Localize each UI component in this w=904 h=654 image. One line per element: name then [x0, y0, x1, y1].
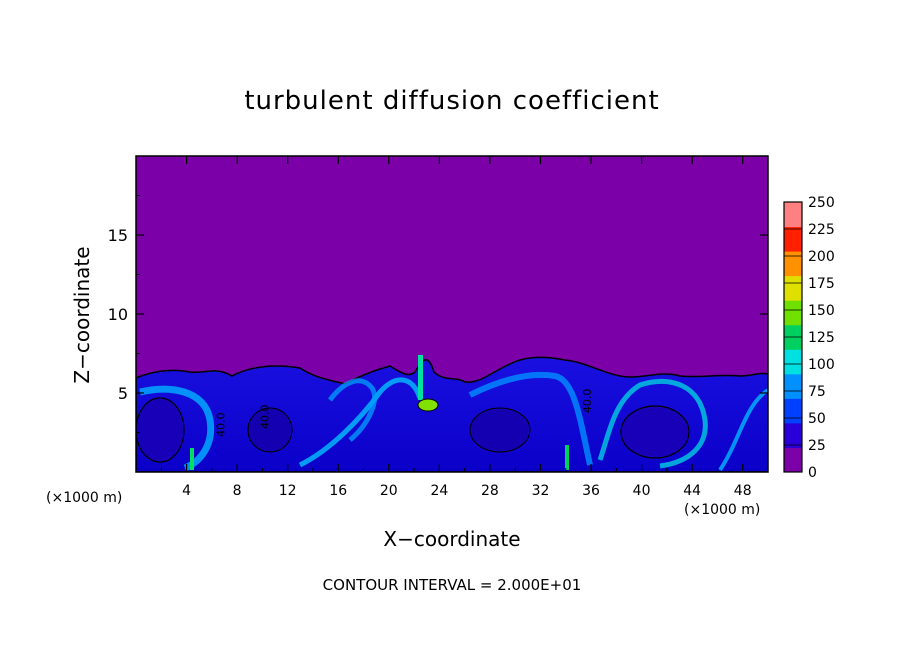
x-axis-unit-right: (×1000 m) — [684, 502, 761, 518]
contour-label: 40.0 — [259, 404, 272, 429]
eddy-core — [247, 407, 293, 453]
y-tick-label: 15 — [108, 226, 128, 245]
surface-spot — [565, 445, 569, 470]
x-tick-label: 16 — [329, 483, 347, 499]
x-tick-label: 40 — [633, 483, 651, 499]
contour-labels: 40.0 40.0 40.0 — [214, 389, 594, 437]
eddy-streak — [139, 385, 215, 472]
colorbar-tick-label: 150 — [808, 303, 835, 319]
turbulent-field — [136, 355, 768, 472]
colorbar-segment — [784, 398, 802, 424]
eddy-streak — [718, 388, 768, 472]
colorbar-segment — [784, 373, 802, 399]
peak-spot — [417, 398, 439, 412]
x-tick-label: 28 — [481, 483, 499, 499]
colorbar-segment — [784, 349, 802, 375]
colorbar-segment — [784, 300, 802, 326]
turbulence-region — [136, 356, 768, 472]
contour-label: 40.0 — [214, 412, 227, 437]
x-tick-label: 48 — [734, 483, 752, 499]
eddy-streak — [298, 377, 423, 468]
eddy-core — [136, 397, 185, 463]
x-tick-label: 36 — [582, 483, 600, 499]
colorbar: 0 25 50 75 100 125 150 175 200 225 250 — [783, 195, 835, 481]
chart-title: turbulent diffusion coefficient — [244, 86, 660, 116]
eddy-streak — [468, 372, 593, 466]
x-tick-label: 8 — [233, 483, 242, 499]
colorbar-segment — [784, 226, 802, 252]
colorbar-tick-label: 125 — [808, 330, 835, 346]
peak-column — [418, 355, 423, 400]
colorbar-tick-label: 250 — [808, 195, 835, 211]
eddy-core — [620, 405, 690, 459]
colorbar-segment — [784, 251, 802, 277]
surface-spot — [190, 448, 194, 470]
colorbar-tick-label: 50 — [808, 411, 826, 427]
contour-interval-note: CONTOUR INTERVAL = 2.000E+01 — [322, 576, 582, 594]
eddy-streak — [328, 378, 378, 442]
colorbar-tick-label: 175 — [808, 276, 835, 292]
colorbar-segment — [784, 275, 802, 301]
x-tick-label: 20 — [380, 483, 398, 499]
x-tick-label: 44 — [683, 483, 701, 499]
colorbar-segment — [784, 447, 802, 473]
x-axis-unit-left: (×1000 m) — [46, 490, 123, 506]
x-tick-label: 4 — [182, 483, 191, 499]
y-axis-ticks: 5 10 15 — [108, 195, 768, 433]
x-axis-ticks: 4 8 12 16 20 24 28 32 36 40 44 48 — [160, 156, 752, 499]
colorbar-tick-label: 100 — [808, 357, 835, 373]
colorbar-tick-label: 225 — [808, 222, 835, 238]
y-tick-label: 10 — [108, 305, 128, 324]
y-tick-label: 5 — [118, 384, 128, 403]
colorbar-segment — [784, 422, 802, 448]
colorbar-segment — [784, 202, 802, 228]
x-tick-label: 12 — [279, 483, 297, 499]
contour-label: 40.0 — [581, 389, 594, 414]
x-tick-label: 32 — [532, 483, 550, 499]
colorbar-tick-label: 200 — [808, 249, 835, 265]
x-tick-label: 24 — [430, 483, 448, 499]
colorbar-tick-label: 25 — [808, 438, 826, 454]
eddy-streak — [597, 378, 708, 469]
x-axis-label: X−coordinate — [383, 527, 521, 551]
colorbar-tick-label: 75 — [808, 384, 826, 400]
colorbar-tick-label: 0 — [808, 465, 817, 481]
eddy-core — [469, 407, 531, 453]
